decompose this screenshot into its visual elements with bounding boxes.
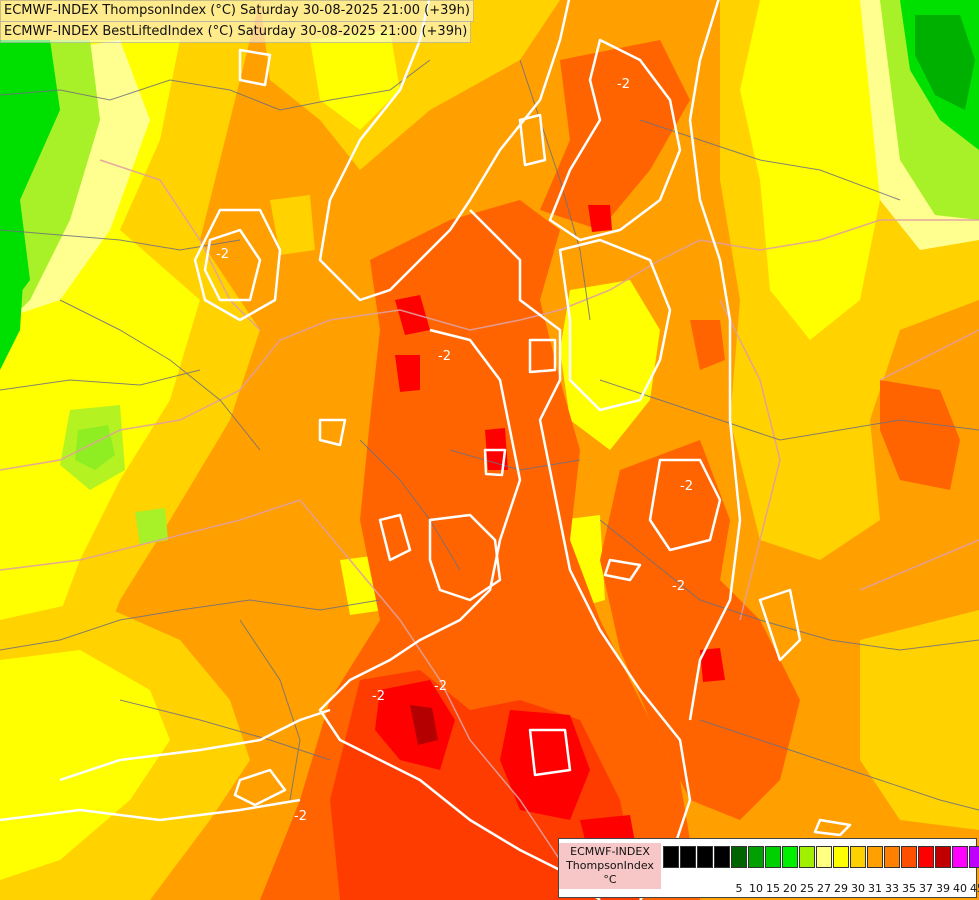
region-north-yellow: [310, 30, 400, 130]
region-spot-lightgreen-2: [135, 508, 168, 545]
country-borders: [0, 159, 979, 861]
legend-swatch: [935, 846, 951, 868]
region-east-darkgreen: [915, 15, 975, 110]
legend-tick-label: 33: [885, 882, 899, 895]
legend-swatch: [833, 846, 849, 868]
legend-swatch: [816, 846, 832, 868]
region-red-spot-e: [700, 648, 725, 682]
map-title-thompson-index: ECMWF-INDEX ThompsonIndex (°C) Saturday …: [0, 0, 474, 22]
region-center-yellow: [560, 280, 660, 450]
legend-swatch: [663, 846, 679, 868]
legend-swatch: [918, 846, 934, 868]
region-red-spot-a: [395, 295, 430, 335]
region-spot-lightgreen: [60, 405, 125, 490]
map-title-best-lifted-index: ECMWF-INDEX BestLiftedIndex (°C) Saturda…: [0, 21, 472, 43]
region-red-spot-b: [395, 355, 420, 392]
legend-tick-label: 45: [970, 882, 979, 895]
legend-tick-label: 40: [953, 882, 967, 895]
legend-tick-label: 31: [868, 882, 882, 895]
legend-swatch: [714, 846, 730, 868]
region-red-core-3: [500, 710, 590, 820]
legend-swatch: [731, 846, 747, 868]
contour-label: -2: [294, 809, 307, 824]
contour-label: -2: [617, 77, 630, 92]
legend-title-model: ECMWF-INDEX: [570, 845, 650, 858]
legend-title-parameter: ThompsonIndex: [566, 859, 654, 872]
legend-tick-label: 29: [834, 882, 848, 895]
legend-swatch: [697, 846, 713, 868]
region-west-green-2: [0, 240, 25, 370]
contour-labels: -2 -2 -2 -2 -2 -2 -2 -2: [216, 77, 693, 824]
region-northeast-darkorange: [540, 40, 690, 230]
legend-tick-label: 30: [851, 882, 865, 895]
contour-label: -2: [372, 689, 385, 704]
legend-swatch: [799, 846, 815, 868]
contour-label: -2: [680, 479, 693, 494]
region-southwest-yellow-bright: [0, 650, 170, 880]
legend-tick-label: 10: [749, 882, 763, 895]
legend-tick-label: 39: [936, 882, 950, 895]
legend-swatch: [748, 846, 764, 868]
contour-label: -2: [434, 679, 447, 694]
legend-swatch: [765, 846, 781, 868]
legend-swatch: [782, 846, 798, 868]
legend-title: ECMWF-INDEX ThompsonIndex °C: [559, 843, 661, 889]
legend-swatch: [969, 846, 979, 868]
lifted-index-contours: [0, 0, 852, 900]
region-east-darkorange-2: [880, 380, 960, 490]
region-southeast-yellow: [860, 610, 979, 830]
region-center-gold-5: [270, 195, 315, 255]
legend-swatch: [680, 846, 696, 868]
region-red-spot-d: [588, 205, 612, 232]
legend-tick-label: 25: [800, 882, 814, 895]
legend-swatch: [901, 846, 917, 868]
legend-tick-label: 35: [902, 882, 916, 895]
regional-borders: [0, 59, 979, 811]
region-east-darkorange-3: [690, 320, 725, 370]
region-darkred-core: [410, 705, 438, 745]
contour-label: -2: [672, 579, 685, 594]
legend-tick-label: 20: [783, 882, 797, 895]
color-legend: ECMWF-INDEX ThompsonIndex °C 5 10 15 20 25 27…: [558, 838, 979, 898]
contour-label: -2: [438, 349, 451, 364]
contour-label: -2: [216, 247, 229, 262]
legend-swatch: [884, 846, 900, 868]
legend-tick-label: 15: [766, 882, 780, 895]
legend-swatch: [952, 846, 968, 868]
region-east-darkorange: [600, 440, 800, 820]
legend-title-unit: °C: [603, 873, 617, 886]
legend-tick-label: 5: [735, 882, 743, 895]
legend-tick-label: 27: [817, 882, 831, 895]
legend-tick-label: 37: [919, 882, 933, 895]
legend-swatch: [850, 846, 866, 868]
legend-swatch: [867, 846, 883, 868]
